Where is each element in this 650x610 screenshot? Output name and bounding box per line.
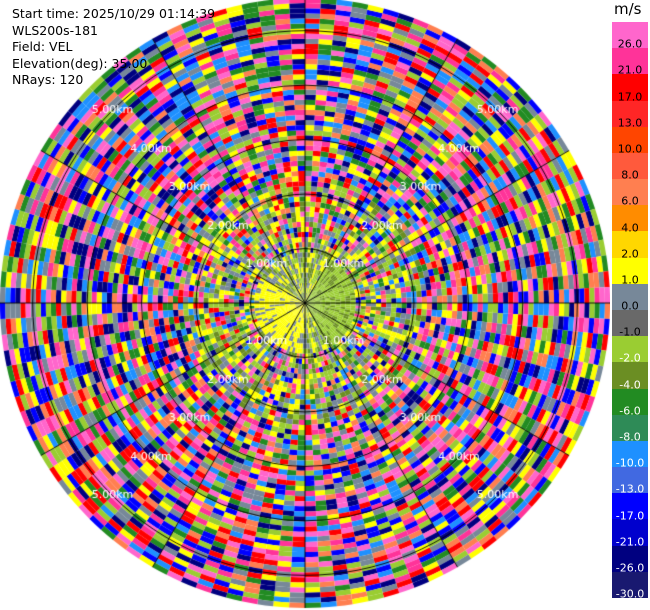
legend-tick-label: -2.0: [619, 351, 641, 365]
legend-swatch: [612, 310, 648, 337]
legend-tick-label: 4.0: [621, 221, 639, 235]
legend-tick-label: -21.0: [615, 535, 645, 549]
legend-swatch: [612, 48, 648, 75]
legend-swatch: [612, 152, 648, 180]
legend-tick-label: -13.0: [615, 482, 645, 496]
legend-tick-label: -6.0: [619, 404, 641, 418]
legend-tick-label: -1.0: [619, 325, 641, 339]
legend-tick-label: 26.0: [617, 37, 643, 51]
legend-tick-label: 8.0: [621, 168, 639, 182]
legend-swatch: [612, 545, 648, 573]
legend-tick-label: -26.0: [615, 561, 645, 575]
start-time-text: Start time: 2025/10/29 01:14:39: [12, 6, 216, 21]
velocity-ppi-plot: [0, 0, 610, 610]
legend-swatch: [612, 571, 648, 599]
legend-swatch: [612, 467, 648, 494]
legend-unit: m/s: [614, 0, 642, 18]
legend-tick-label: 6.0: [621, 194, 639, 208]
legend-swatch: [612, 257, 648, 285]
instrument-text: WLS200s-181: [12, 22, 98, 38]
legend-tick-label: -4.0: [619, 378, 641, 392]
legend-tick-label: 13.0: [617, 116, 643, 130]
legend-swatch: [612, 74, 648, 102]
legend-swatch: [612, 493, 648, 520]
legend-swatch: [612, 440, 648, 468]
elevation-text: Elevation(deg): 35.00: [12, 55, 148, 71]
nrays-text: NRays: 120: [12, 72, 84, 87]
legend-swatch: [612, 388, 648, 416]
legend-swatch: [612, 22, 648, 49]
scan-info: Start time: 2025/10/29 01:14:39 WLS200s-…: [12, 6, 215, 89]
legend-swatch: [612, 519, 648, 547]
legend-tick-label: 10.0: [617, 142, 643, 156]
legend-swatch: [612, 283, 648, 311]
legend-swatch: [612, 414, 648, 442]
legend-tick-label: -17.0: [615, 509, 645, 523]
legend-tick-label: -8.0: [619, 430, 641, 444]
legend-swatch: [612, 205, 648, 232]
legend-swatch: [612, 126, 648, 154]
field-text: Field: VEL: [12, 39, 73, 54]
legend-tick-label: -10.0: [615, 456, 645, 470]
legend-swatch: [612, 100, 648, 128]
legend-swatch: [612, 179, 648, 206]
legend-tick-label: 21.0: [617, 63, 643, 77]
legend-tick-label: 17.0: [617, 90, 643, 104]
legend-tick-label: 1.0: [621, 273, 639, 287]
legend-tick-label: -30.0: [615, 587, 645, 601]
color-legend: [610, 0, 650, 610]
legend-swatch: [612, 231, 648, 259]
legend-swatch: [612, 362, 648, 390]
legend-swatch: [612, 336, 648, 363]
legend-tick-label: 2.0: [621, 247, 639, 261]
legend-tick-label: 0.0: [621, 299, 639, 313]
